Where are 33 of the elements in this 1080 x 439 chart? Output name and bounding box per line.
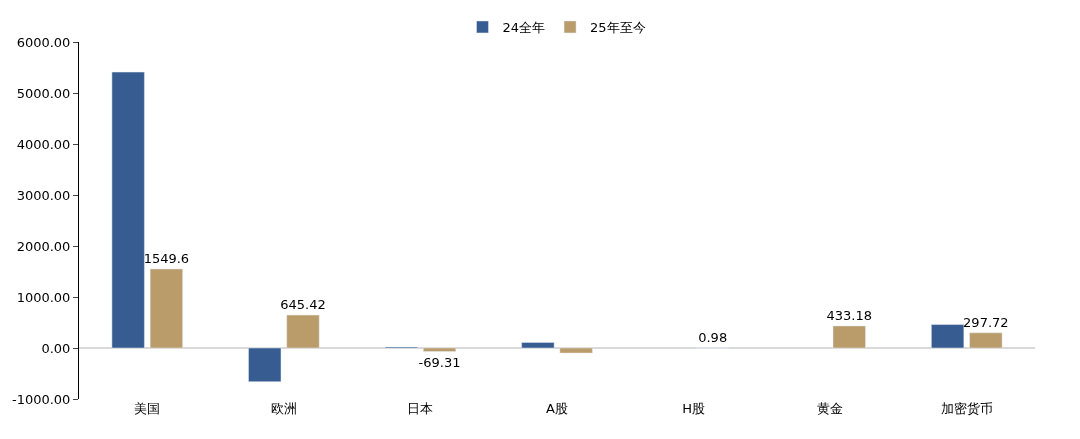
bar [149, 268, 183, 349]
x-tick-label: H股 [682, 401, 705, 416]
data-label: 645.42 [280, 297, 326, 313]
x-tick-label: A股 [546, 401, 568, 416]
y-tick-label: 1000.00 [16, 289, 71, 305]
y-tick-label: 4000.00 [16, 136, 71, 152]
x-tick-label: 黄金 [817, 401, 844, 416]
data-label: 1549.6 [143, 250, 190, 266]
bar [286, 314, 320, 349]
x-tick-label: 欧洲 [270, 401, 297, 416]
y-tick-label: 2000.00 [16, 238, 71, 254]
bar [111, 71, 145, 349]
bar [969, 332, 1003, 349]
x-tick-label: 日本 [407, 401, 434, 416]
x-tick-label: 加密货币 [940, 401, 993, 416]
bar [931, 324, 965, 349]
data-label: 0.98 [698, 329, 728, 345]
bar [832, 325, 866, 349]
x-tick-label: 美国 [134, 401, 161, 416]
data-label: 433.18 [826, 307, 873, 323]
data-label: -69.31 [418, 354, 461, 370]
y-tick-label: 0.00 [41, 340, 71, 356]
y-tick-label: 5000.00 [16, 85, 71, 101]
bar [521, 342, 555, 349]
data-label: 297.72 [963, 314, 1009, 330]
bar [423, 347, 457, 352]
legend-label: 25年至今 [590, 20, 646, 36]
y-tick-label: 3000.00 [16, 187, 71, 203]
bar [248, 347, 282, 382]
y-tick-label: -1000.00 [11, 391, 71, 407]
y-tick-label: 6000.00 [16, 34, 71, 50]
legend-label: 24全年 [502, 20, 546, 36]
bar [559, 347, 593, 354]
